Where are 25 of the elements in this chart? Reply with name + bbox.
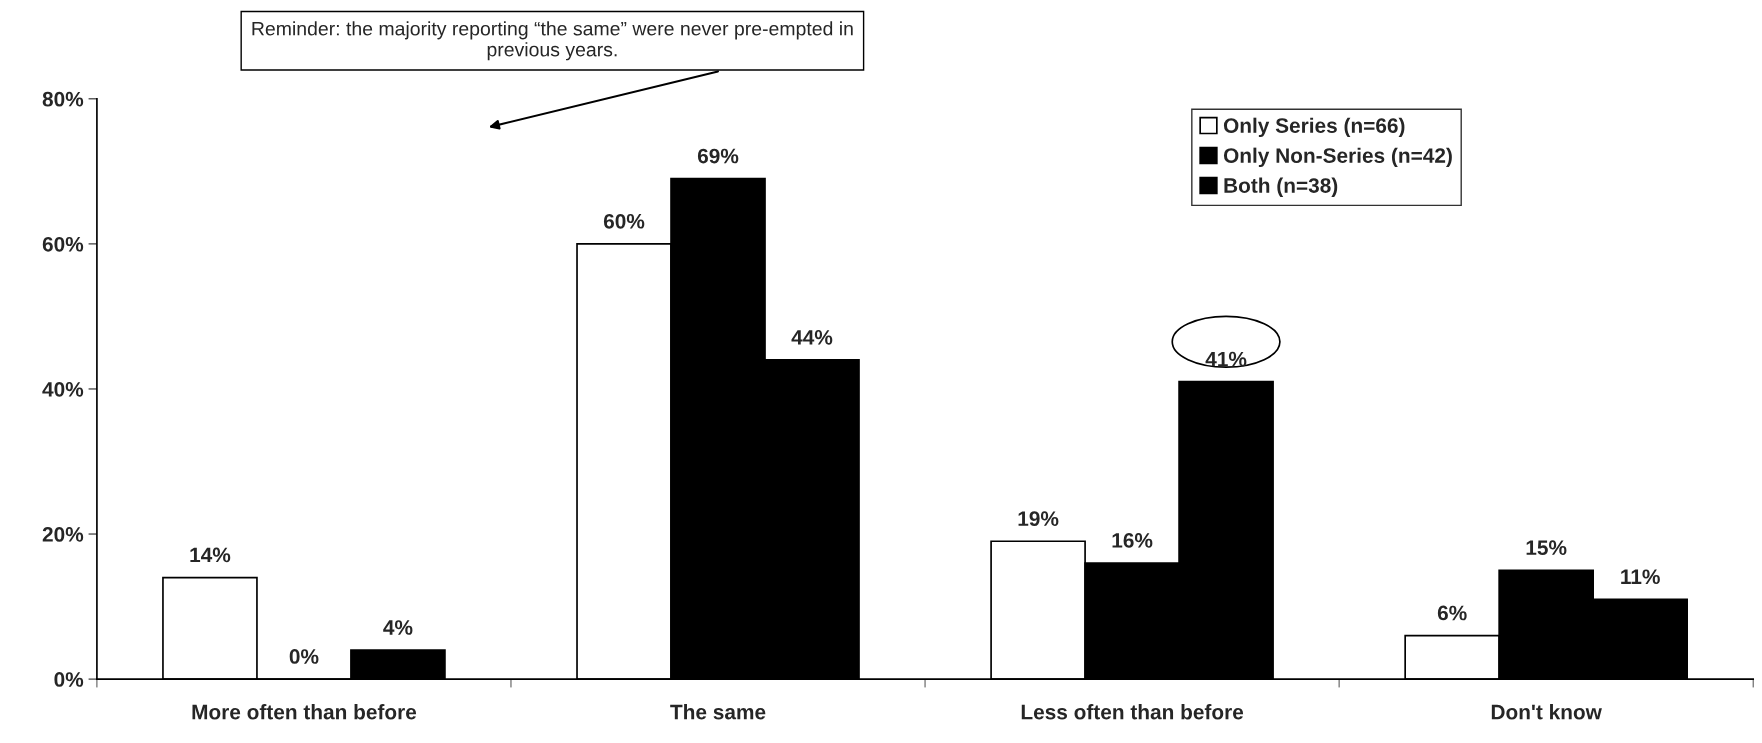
x-tick-label: The same <box>670 704 766 720</box>
text: 11% <box>1621 569 1660 585</box>
y-tick-label: 20% <box>42 527 84 542</box>
y-tick-label: 60% <box>42 236 84 252</box>
text: 0% <box>289 649 319 664</box>
text: 19% <box>1018 511 1059 527</box>
text: 4% <box>383 620 413 635</box>
text: 41% <box>1205 351 1247 367</box>
legend-label: Only Series (n=66) <box>1223 117 1405 138</box>
x-tick-label: Don't know <box>1491 704 1602 720</box>
text: 15% <box>1526 540 1567 556</box>
text: 16% <box>1112 533 1153 548</box>
x-tick-label: More often than before <box>192 704 417 720</box>
text: 44% <box>791 330 833 345</box>
legend-label: Both (n=38) <box>1224 177 1338 197</box>
y-tick-label: 0% <box>54 672 84 687</box>
x-tick-label: Less often than before <box>1021 704 1244 720</box>
text: 69% <box>697 148 739 164</box>
text: 14% <box>190 547 231 563</box>
legend-label: Only Non-Series (n=42) <box>1223 147 1452 168</box>
y-tick-label: 80% <box>42 91 84 107</box>
text: 6% <box>1437 605 1467 621</box>
text: 60% <box>603 213 645 229</box>
y-tick-label: 40% <box>42 381 84 397</box>
text: Reminder: the majority reporting “the same” were never pre-empted in previous years. <box>252 21 853 61</box>
